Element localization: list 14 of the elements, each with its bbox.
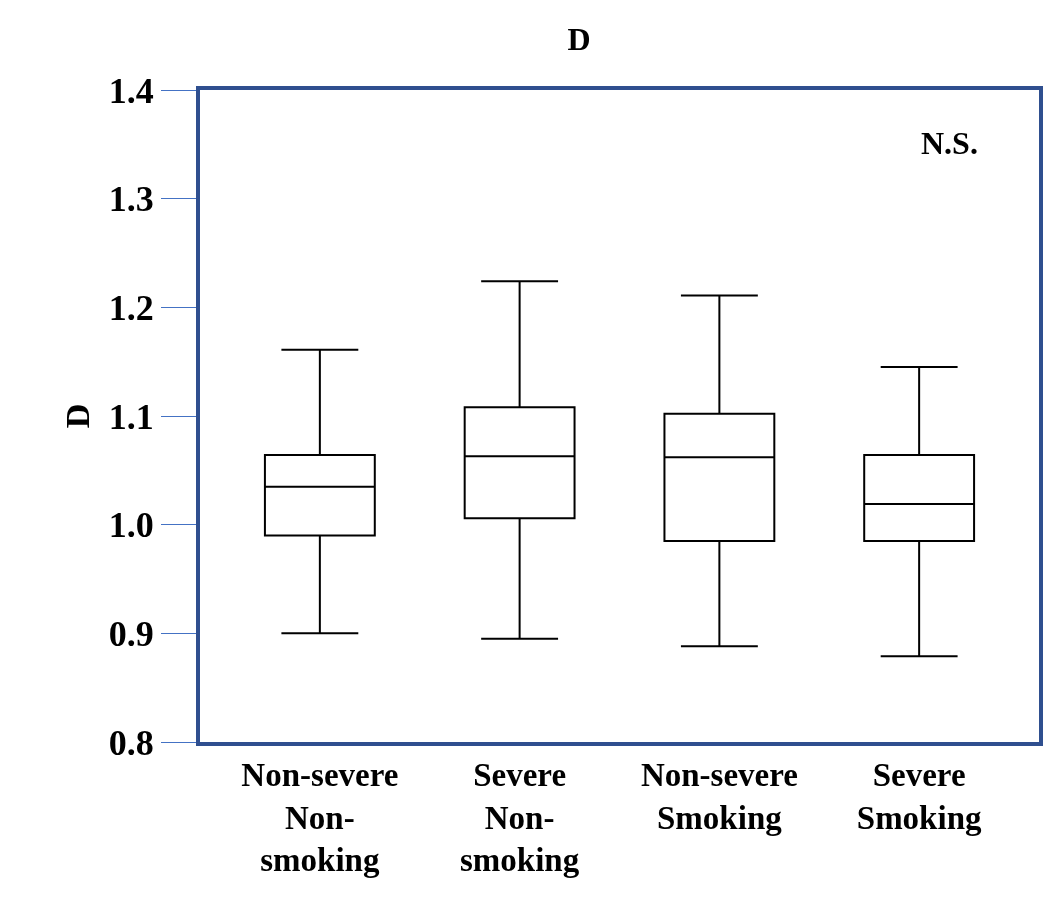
y-tick-label: 1.3	[108, 179, 154, 220]
y-tick-label: 0.8	[108, 722, 154, 763]
y-axis-title: D	[58, 403, 96, 429]
y-tick-label: 1.2	[108, 287, 154, 328]
x-tick-label: Severe Smoking	[856, 756, 982, 836]
x-tick-label: Severe Non- smoking	[460, 756, 580, 879]
y-tick-label: 1.0	[108, 505, 154, 546]
x-tick-label: Non-severe Smoking	[640, 756, 798, 836]
y-tick-label: 1.1	[108, 396, 154, 437]
y-tick-label: 1.4	[108, 70, 154, 111]
y-tick-label: 0.9	[108, 613, 154, 654]
x-tick-label: Non-severe Non- smoking	[241, 756, 399, 879]
annotation: N.S.	[921, 125, 978, 161]
chart-title: D	[567, 20, 591, 57]
